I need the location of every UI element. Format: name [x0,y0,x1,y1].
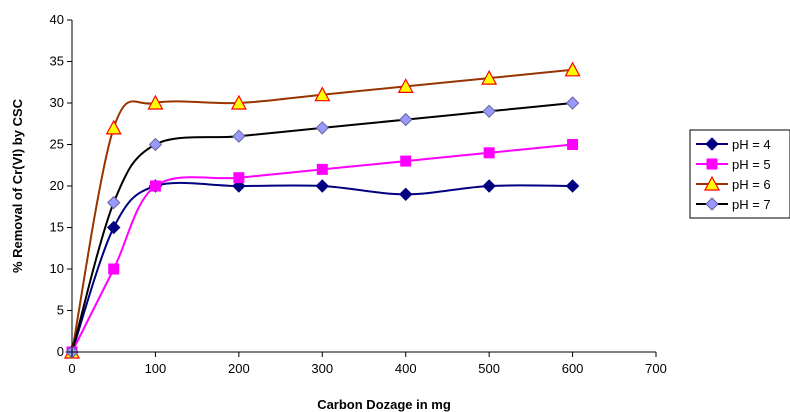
y-tick-label: 5 [57,303,64,318]
legend-label: pH = 7 [732,197,771,212]
y-tick-label: 0 [57,344,64,359]
x-axis-title: Carbon Dozage in mg [317,397,451,412]
x-tick-label: 0 [68,361,75,376]
legend-label: pH = 6 [732,177,771,192]
data-point-series-1 [565,179,580,193]
x-axis-ticks: 0 100 200 300 400 500 600 700 [68,352,667,376]
legend-marker [703,175,721,191]
x-tick-label: 600 [562,361,584,376]
x-tick-label: 300 [311,361,333,376]
data-point-series-1 [482,179,496,193]
x-tick-label: 400 [395,361,417,376]
data-point-series-3 [397,78,414,93]
data-point-series-3 [564,61,581,77]
data-point-series-1 [107,220,121,235]
data-point-series-2 [149,180,161,192]
legend-marker [705,137,719,151]
data-point-series-3 [230,94,247,110]
data-point-series-2 [400,155,412,167]
data-point-series-2 [567,139,579,150]
y-tick-label: 10 [50,261,64,276]
series-line-1 [71,181,573,353]
plot-markers [63,61,581,359]
y-tick-label: 30 [50,95,64,110]
data-point-series-2 [108,263,120,275]
y-tick-label: 35 [50,54,64,69]
x-tick-label: 700 [645,361,667,376]
data-point-series-3 [314,86,331,102]
y-tick-label: 20 [50,178,64,193]
data-point-series-2 [233,172,245,184]
data-point-series-3 [481,69,498,85]
legend-marker [706,158,718,170]
data-point-series-4 [482,104,496,119]
y-tick-label: 15 [50,220,64,235]
data-point-series-1 [315,179,329,193]
series-line-4 [71,102,573,353]
series-line-2 [71,143,573,353]
data-point-series-4 [315,121,329,135]
legend-label: pH = 5 [732,157,771,172]
plot-curves [71,68,573,353]
data-point-series-4 [148,137,163,152]
x-tick-label: 500 [478,361,500,376]
y-tick-label: 40 [50,12,64,27]
x-tick-label: 100 [145,361,167,376]
data-point-series-3 [147,94,164,110]
y-axis-title: % Removal of Cr(VI) by CSC [10,98,25,273]
data-point-series-4 [399,112,413,127]
data-point-series-1 [399,187,413,202]
series-line-3 [71,68,573,353]
legend-label: pH = 4 [732,137,771,152]
y-tick-label: 25 [50,137,64,152]
data-point-series-2 [483,147,495,159]
data-point-series-3 [105,119,122,135]
y-axis-ticks: 0 5 10 15 20 25 30 35 40 [50,12,72,359]
data-point-series-4 [107,195,121,210]
data-point-series-4 [565,96,580,110]
legend: pH = 4 pH = 5 pH = 6 pH = 7 [689,129,790,219]
data-point-series-2 [316,163,328,175]
x-tick-label: 200 [228,361,250,376]
data-point-series-4 [232,129,246,143]
legend-marker [705,197,719,211]
